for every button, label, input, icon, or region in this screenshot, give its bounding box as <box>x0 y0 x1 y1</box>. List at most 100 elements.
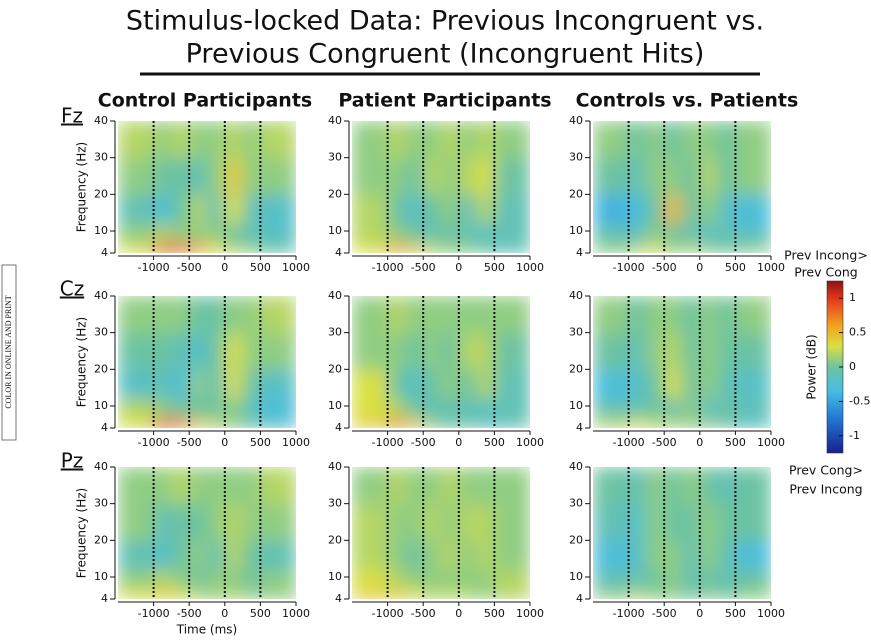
heat-cell <box>717 157 736 195</box>
heat-cell <box>260 242 296 253</box>
heat-cell <box>735 467 771 505</box>
heat-cell <box>717 242 736 253</box>
heat-cell <box>476 157 495 195</box>
heat-cell <box>441 296 460 334</box>
y-axis-label: Frequency (Hz) <box>75 142 89 233</box>
x-tick-label: 1000 <box>516 436 544 449</box>
heat-cell <box>405 242 424 253</box>
heat-cell <box>682 503 701 541</box>
row-label: Cz <box>60 277 84 301</box>
heat-cell <box>387 569 406 589</box>
heat-cell <box>352 296 389 334</box>
heat-cell <box>646 540 665 571</box>
x-tick-label: 0 <box>221 261 228 274</box>
y-tick-label: 4 <box>335 246 342 259</box>
heat-cell <box>735 296 771 334</box>
heat-cell <box>242 503 261 541</box>
heat-cell <box>735 569 771 589</box>
y-tick-label: 4 <box>101 592 108 605</box>
x-tick-label: 0 <box>696 607 703 620</box>
heat-cell <box>387 540 406 571</box>
x-tick-label: 1000 <box>282 261 310 274</box>
heat-cell <box>628 332 647 370</box>
heat-cell <box>118 540 155 571</box>
y-tick-label: 4 <box>576 421 583 434</box>
y-tick-label: 30 <box>328 497 342 510</box>
x-tick-label: 1000 <box>516 607 544 620</box>
x-tick-label: -1000 <box>138 607 170 620</box>
heat-cell <box>699 398 719 418</box>
y-tick-label: 20 <box>94 533 108 546</box>
x-tick-label: 0 <box>455 436 462 449</box>
y-tick-label: 40 <box>569 114 583 127</box>
x-tick-label: -1000 <box>613 436 645 449</box>
heat-cell <box>207 569 226 589</box>
heat-cell <box>387 223 406 243</box>
heat-cell <box>646 223 665 243</box>
x-tick-label: 0 <box>455 607 462 620</box>
heat-cell <box>441 332 460 370</box>
heat-cell <box>494 121 530 159</box>
heat-cell <box>646 296 665 334</box>
heat-cell <box>224 296 244 334</box>
heat-cell <box>664 242 683 253</box>
heat-cell <box>699 369 719 400</box>
heat-cell <box>699 296 719 334</box>
heat-cell <box>476 242 495 253</box>
heat-cell <box>494 223 530 243</box>
heat-cell <box>387 121 406 159</box>
y-tick-label: 30 <box>94 497 108 510</box>
heat-cell <box>153 588 172 599</box>
heat-cell <box>207 332 226 370</box>
heat-cell <box>664 332 683 370</box>
heat-cell <box>224 588 244 599</box>
heat-cell <box>189 121 208 159</box>
title-line: Stimulus-locked Data: Previous Incongrue… <box>126 6 764 37</box>
heat-cell <box>171 417 190 428</box>
heat-cell <box>189 332 208 370</box>
x-tick-label: -500 <box>411 607 436 620</box>
heat-cell <box>207 296 226 334</box>
heat-cell <box>664 569 683 589</box>
heat-cell <box>224 503 244 541</box>
heat-cell <box>387 242 406 253</box>
heat-cell <box>242 121 261 159</box>
heat-cell <box>593 398 630 418</box>
heat-cell <box>717 503 736 541</box>
y-tick-label: 10 <box>569 570 583 583</box>
heat-cell <box>171 569 190 589</box>
heat-cell <box>717 398 736 418</box>
heat-cell <box>458 242 478 253</box>
y-tick-label: 4 <box>101 421 108 434</box>
colorbar-tick-label: 1 <box>849 291 856 304</box>
heatmap-cells <box>118 467 296 599</box>
heat-cell <box>405 157 424 195</box>
x-tick-label: -1000 <box>613 607 645 620</box>
heat-cell <box>476 417 495 428</box>
heat-cell <box>387 332 406 370</box>
y-tick-label: 4 <box>576 592 583 605</box>
heat-cell <box>441 121 460 159</box>
x-tick-label: 500 <box>250 261 271 274</box>
x-tick-label: -1000 <box>138 261 170 274</box>
x-tick-label: 500 <box>725 607 746 620</box>
heat-cell <box>628 417 647 428</box>
heat-cell <box>118 296 155 334</box>
heat-cell <box>735 332 771 370</box>
heat-cell <box>171 332 190 370</box>
heat-cell <box>494 157 530 195</box>
heat-cell <box>405 467 424 505</box>
heat-cell <box>405 417 424 428</box>
heat-cell <box>699 417 719 428</box>
heat-cell <box>494 296 530 334</box>
heat-cell <box>458 588 478 599</box>
heat-cell <box>171 398 190 418</box>
heat-cell <box>441 223 460 243</box>
heat-cell <box>441 467 460 505</box>
heat-cell <box>717 296 736 334</box>
y-tick-label: 20 <box>328 533 342 546</box>
heat-cell <box>153 194 172 225</box>
heat-cell <box>476 332 495 370</box>
heat-cell <box>441 417 460 428</box>
